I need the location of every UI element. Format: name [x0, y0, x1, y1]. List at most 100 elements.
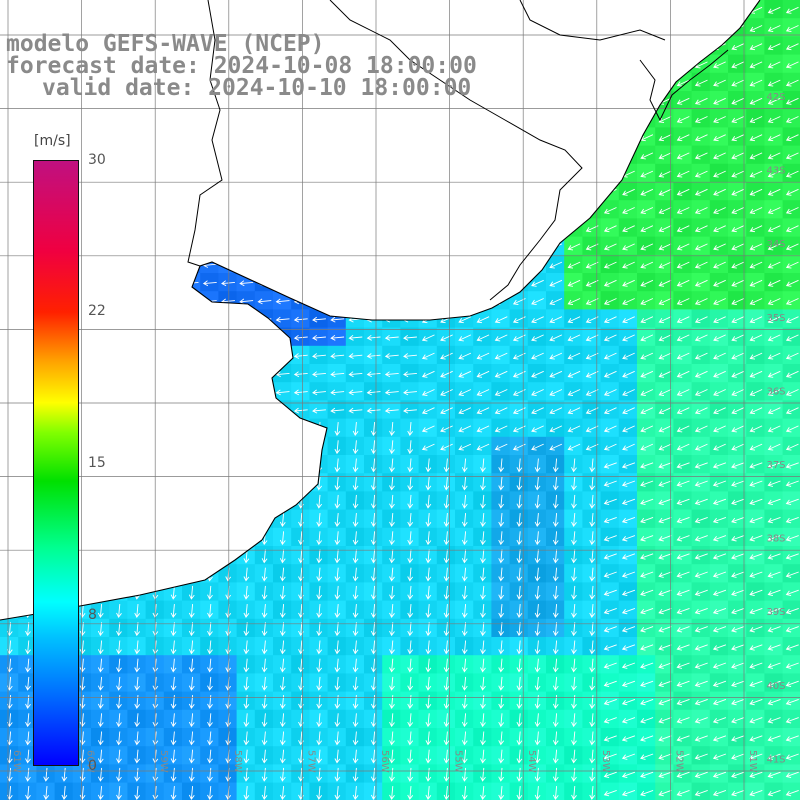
wind-speed-cell [309, 145, 329, 165]
wind-arrow [621, 717, 636, 724]
wind-speed-cell [345, 527, 365, 547]
wind-arrow [731, 370, 745, 378]
wind-speed-cell [345, 691, 365, 711]
wind-speed-cell [637, 364, 656, 383]
wind-arrow [785, 170, 799, 178]
wind-speed-cell [655, 436, 674, 456]
wind-arrow [188, 767, 195, 782]
wind-arrow [111, 207, 126, 214]
wind-speed-cell [491, 182, 511, 201]
wind-speed-cell [200, 436, 219, 456]
wind-speed-cell [509, 455, 529, 474]
wind-speed-cell [0, 418, 19, 438]
wind-arrow [585, 225, 599, 233]
wind-speed-cell [163, 436, 183, 456]
wind-arrow [658, 61, 672, 69]
wind-arrow [111, 407, 126, 414]
wind-speed-cell [54, 764, 74, 784]
wind-speed-cell [746, 163, 765, 183]
wind-arrow [713, 298, 726, 305]
wind-speed-cell [400, 145, 420, 165]
wind-arrow [334, 458, 341, 473]
wind-arrow [712, 753, 727, 760]
wind-speed-cell [109, 491, 128, 511]
wind-arrow [2, 371, 17, 378]
wind-arrow [221, 243, 235, 250]
wind-arrow [458, 243, 472, 251]
wind-speed-cell [764, 746, 784, 765]
wind-speed-cell [637, 691, 656, 711]
wind-arrow [567, 243, 581, 251]
wind-arrow [731, 680, 745, 688]
wind-speed-cell [127, 236, 147, 256]
wind-arrow [603, 79, 617, 87]
wind-arrow [694, 516, 708, 524]
wind-speed-cell [782, 782, 800, 800]
wind-speed-cell [746, 327, 765, 347]
wind-arrow [603, 261, 617, 269]
wind-arrow [512, 25, 526, 32]
wind-arrow [111, 262, 126, 268]
wind-arrow [516, 749, 523, 764]
wind-arrow [134, 767, 141, 782]
wind-arrow [261, 731, 268, 746]
wind-arrow [389, 476, 395, 491]
wind-arrow [731, 717, 745, 724]
wind-arrow [312, 7, 326, 14]
wind-speed-cell [455, 473, 474, 492]
wind-speed-cell [546, 236, 565, 256]
wind-speed-cell [218, 764, 238, 784]
wind-arrow [440, 43, 453, 51]
wind-speed-cell [455, 382, 474, 401]
wind-arrow [531, 170, 544, 178]
wind-speed-cell [509, 764, 529, 784]
wind-arrow [713, 134, 726, 142]
wind-speed-cell [0, 200, 19, 219]
wind-arrow [498, 513, 505, 527]
wind-arrow [731, 389, 745, 396]
wind-arrow [312, 389, 326, 396]
wind-speed-cell [509, 91, 529, 110]
wind-arrow [312, 225, 326, 232]
wind-speed-cell [527, 200, 547, 219]
wind-arrow [712, 735, 727, 742]
wind-arrow [494, 61, 508, 69]
wind-arrow [785, 753, 799, 760]
wind-speed-cell [673, 327, 693, 347]
wind-speed-cell [236, 418, 256, 438]
wind-arrow [749, 462, 763, 469]
wind-speed-cell [163, 127, 183, 147]
wind-speed-cell [309, 109, 329, 128]
wind-arrow [658, 25, 672, 32]
wind-speed-cell [109, 564, 128, 583]
wind-arrow [279, 494, 286, 509]
wind-speed-cell [127, 655, 147, 674]
wind-speed-cell [455, 673, 474, 693]
wind-arrow [275, 280, 290, 287]
wind-arrow [184, 407, 199, 414]
wind-arrow [421, 170, 435, 178]
wind-speed-cell [400, 509, 420, 529]
wind-arrow [567, 116, 581, 123]
wind-speed-cell [655, 182, 674, 201]
wind-arrow [640, 443, 654, 451]
wind-arrow [694, 789, 708, 797]
wind-speed-cell [400, 691, 420, 711]
wind-speed-cell [218, 600, 238, 620]
wind-arrow [498, 749, 505, 764]
wind-arrow [531, 352, 544, 360]
wind-arrow [79, 531, 86, 546]
wind-arrow [731, 6, 745, 14]
wind-speed-cell [327, 782, 347, 800]
wind-speed-cell [600, 473, 620, 492]
wind-speed-cell [109, 0, 128, 19]
wind-speed-cell [764, 145, 784, 165]
wind-speed-cell [364, 182, 383, 201]
wind-speed-cell [236, 236, 256, 256]
wind-speed-cell [564, 291, 583, 310]
wind-arrow [461, 567, 468, 582]
wind-arrow [571, 713, 577, 728]
wind-speed-cell [600, 709, 620, 729]
wind-speed-cell [655, 455, 674, 474]
wind-speed-cell [127, 182, 147, 201]
